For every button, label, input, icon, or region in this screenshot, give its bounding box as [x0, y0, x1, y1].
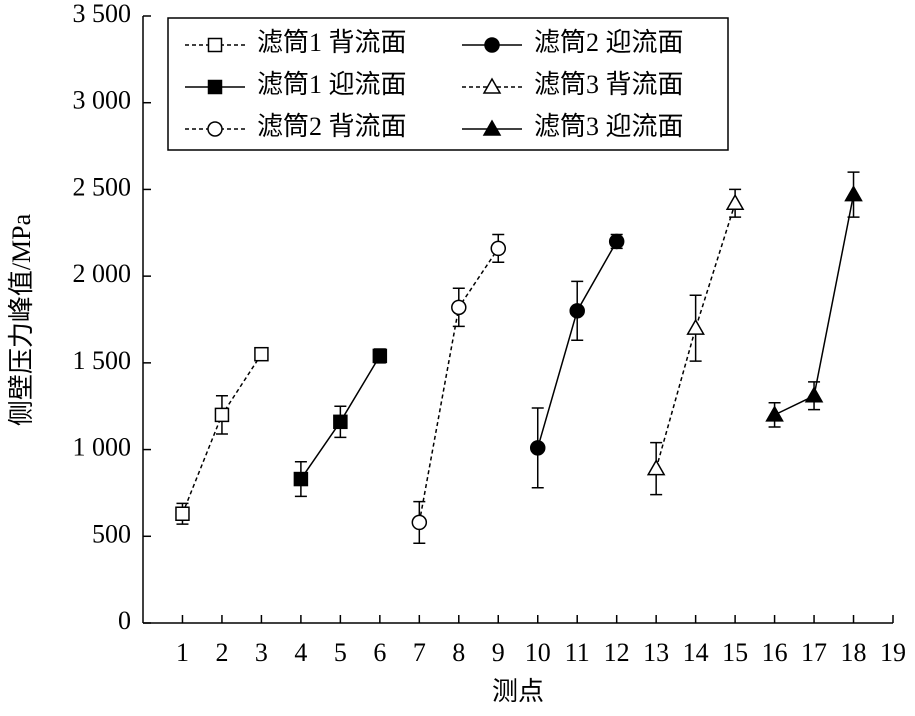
- marker: [608, 233, 625, 250]
- x-tick-label: 15: [722, 638, 748, 667]
- legend-label: 滤筒1 背流面: [257, 28, 407, 57]
- x-tick-label: 7: [413, 638, 426, 667]
- x-tick-label: 9: [492, 638, 505, 667]
- marker: [254, 346, 269, 362]
- y-axis-label: 侧壁压力峰值/MPa: [7, 213, 36, 426]
- legend-label: 滤筒3 迎流面: [534, 112, 684, 141]
- marker: [529, 440, 546, 456]
- legend-marker: [207, 37, 223, 53]
- y-tick-label: 500: [92, 519, 131, 548]
- series-line: [537, 241, 618, 449]
- x-tick-label: 2: [215, 638, 228, 667]
- marker: [569, 303, 585, 319]
- x-tick-label: 6: [373, 638, 386, 667]
- x-tick-label: 1: [176, 638, 189, 667]
- x-tick-label: 3: [255, 638, 268, 667]
- x-tick-label: 18: [841, 638, 867, 667]
- y-tick-label: 3 500: [73, 0, 132, 28]
- marker: [214, 407, 230, 423]
- x-tick-label: 4: [294, 638, 307, 667]
- marker: [175, 506, 190, 521]
- marker: [490, 240, 507, 257]
- series-line: [655, 203, 736, 469]
- x-tick-label: 16: [762, 638, 788, 667]
- x-tick-label: 14: [683, 638, 709, 667]
- y-tick-label: 2 000: [73, 259, 132, 288]
- marker: [333, 414, 348, 430]
- marker: [646, 459, 666, 476]
- x-tick-label: 13: [643, 638, 669, 667]
- x-tick-label: 11: [565, 638, 590, 667]
- x-tick-label: 10: [525, 638, 551, 667]
- legend-marker: [484, 37, 500, 53]
- marker: [686, 318, 705, 335]
- marker: [451, 299, 467, 316]
- marker: [293, 471, 309, 487]
- legend-marker: [207, 79, 223, 95]
- marker: [844, 185, 863, 202]
- y-tick-label: 2 500: [73, 172, 132, 201]
- x-tick-label: 12: [604, 638, 630, 667]
- legend-marker: [482, 119, 502, 136]
- legend-label: 滤筒2 背流面: [257, 112, 407, 141]
- x-tick-label: 19: [880, 638, 906, 667]
- legend-marker: [482, 77, 502, 94]
- legend-label: 滤筒3 背流面: [534, 70, 684, 99]
- y-tick-label: 1 500: [73, 346, 132, 375]
- x-tick-label: 17: [801, 638, 827, 667]
- legend-label: 滤筒1 迎流面: [257, 70, 407, 99]
- y-tick-label: 0: [118, 606, 131, 635]
- marker: [804, 386, 824, 403]
- x-axis-label: 测点: [492, 677, 544, 706]
- marker: [725, 193, 745, 211]
- x-tick-label: 5: [334, 638, 347, 667]
- marker: [765, 405, 784, 422]
- marker: [411, 514, 428, 531]
- marker: [372, 348, 388, 364]
- legend-box: [167, 17, 729, 151]
- y-tick-label: 1 000: [73, 433, 132, 462]
- legend-label: 滤筒2 迎流面: [534, 28, 684, 57]
- legend-marker: [207, 121, 223, 137]
- y-tick-label: 3 000: [73, 86, 132, 115]
- x-tick-label: 8: [452, 638, 465, 667]
